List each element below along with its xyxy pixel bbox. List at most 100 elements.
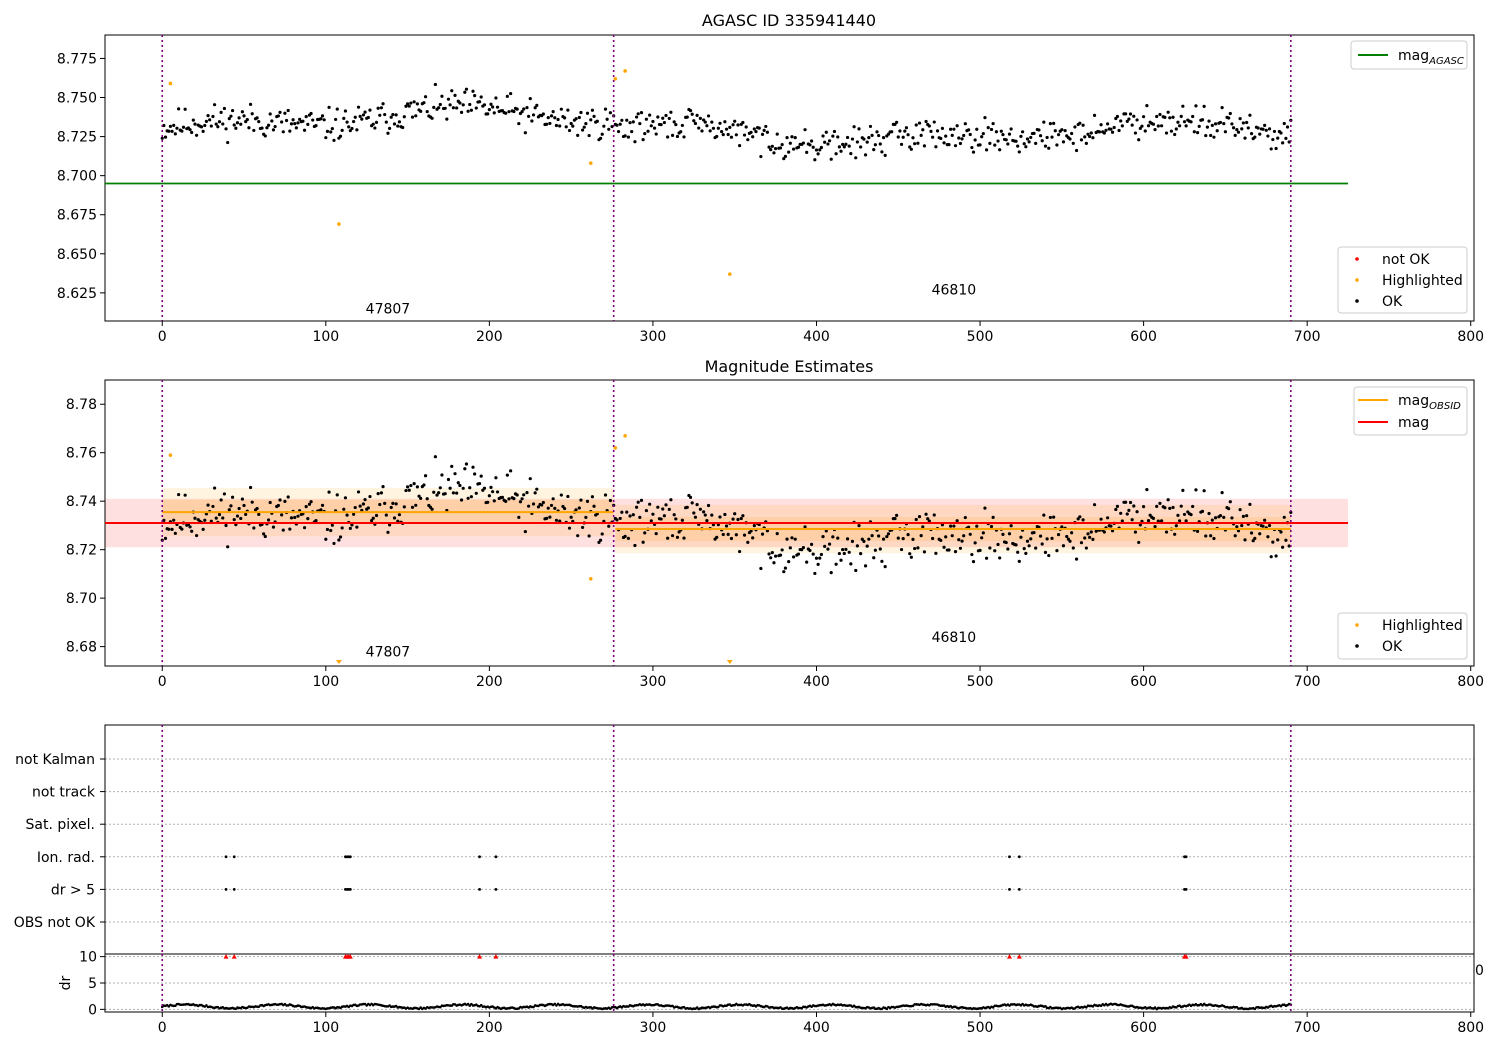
agasc-ok-point (726, 132, 730, 137)
estimates-ok-point (489, 485, 493, 489)
agasc-ok-point (1205, 125, 1209, 129)
estimates-ok-point (1179, 504, 1183, 508)
estimates-ok-point (278, 498, 282, 502)
estimates-ok-point (695, 503, 699, 507)
agasc-ok-point (674, 122, 678, 127)
estimates-ok-point (1114, 507, 1118, 512)
agasc-ok-point (311, 118, 315, 122)
estimates-ok-point (1202, 489, 1206, 493)
estimates-ok-point (669, 498, 673, 502)
agasc-ok-point (824, 130, 828, 134)
estimates-ok-point (1109, 524, 1113, 528)
estimates-ok-point (1138, 523, 1142, 527)
dr-point (466, 1002, 470, 1006)
agasc-ok-point (361, 113, 366, 117)
agasc-ytick-label: 8.625 (57, 286, 97, 302)
agasc-ok-point (466, 109, 470, 113)
agasc-ok-point (947, 143, 951, 147)
agasc-ok-point (358, 114, 362, 118)
estimates-ok-point (263, 534, 267, 539)
estimates-ok-point (736, 517, 740, 522)
agasc-ok-point (697, 126, 701, 130)
agasc-ok-point (330, 127, 334, 131)
dr-xtick-label: 700 (1294, 1020, 1321, 1036)
agasc-ok-point (1207, 119, 1211, 123)
estimates-highlighted-point (588, 576, 593, 581)
estimates-ok-point (276, 503, 280, 508)
agasc-ok-point (1263, 123, 1267, 127)
agasc-ok-point (942, 141, 946, 145)
estimates-ok-point (1142, 505, 1146, 509)
agasc-ok-point (811, 145, 815, 149)
estimates-ok-point (235, 514, 240, 518)
agasc-ok-point (235, 121, 240, 125)
agasc-ok-point (250, 112, 254, 116)
agasc-ok-point (356, 105, 361, 109)
estimates-ok-point (1176, 513, 1180, 517)
agasc-ok-point (1266, 134, 1270, 138)
agasc-ok-point (304, 115, 308, 119)
estimates-ok-point (819, 552, 823, 557)
agasc-ok-point (240, 110, 244, 114)
flag-point (494, 888, 498, 891)
estimates-ok-point (461, 486, 465, 490)
dr-clipped-marker (1006, 954, 1012, 959)
agasc-ok-point (598, 136, 603, 140)
estimates-ok-point (1019, 535, 1023, 539)
agasc-ok-point (1181, 104, 1185, 108)
estimates-ok-point (304, 505, 308, 509)
estimates-ok-point (878, 547, 882, 551)
agasc-ok-point (1019, 134, 1023, 139)
estimates-ok-point (963, 515, 967, 520)
agasc-ok-point (1099, 123, 1103, 127)
agasc-ok-point (901, 135, 905, 139)
agasc-ok-point (1104, 128, 1108, 132)
agasc-ok-point (767, 145, 771, 149)
estimates-ok-point (644, 508, 648, 513)
dr-xtick-label: 200 (476, 1020, 503, 1036)
estimates-ok-point (921, 525, 925, 529)
estimates-ok-point (643, 531, 647, 535)
agasc-ok-point (783, 154, 788, 158)
estimates-ok-point (540, 503, 544, 507)
estimates-ok-point (163, 536, 168, 540)
dr-axis-label: dr (58, 975, 74, 990)
estimates-ok-point (801, 545, 806, 550)
estimates-ok-point (1213, 516, 1218, 520)
agasc-highlighted-point (623, 69, 627, 73)
estimates-ok-point (492, 499, 496, 503)
estimates-ok-point (1274, 554, 1278, 558)
agasc-ok-point (770, 144, 774, 148)
estimates-ok-point (654, 531, 658, 536)
estimates-ok-point (998, 556, 1002, 560)
estimates-ok-point (872, 556, 876, 560)
agasc-ytick-label: 8.750 (57, 91, 97, 107)
agasc-ok-point (829, 157, 833, 161)
estimates-ok-point (432, 490, 436, 494)
agasc-ok-point (363, 110, 367, 114)
agasc-ok-point (1194, 104, 1198, 108)
estimates-ok-point (389, 505, 393, 510)
agasc-ok-point (724, 127, 729, 131)
agasc-ok-point (415, 102, 420, 106)
estimates-ok-point (224, 523, 228, 528)
estimates-ok-point (1119, 511, 1123, 515)
agasc-ok-point (509, 91, 513, 96)
agasc-ok-point (463, 90, 467, 94)
agasc-ok-point (1209, 133, 1213, 138)
agasc-ok-point (1264, 128, 1268, 132)
dr-xtick-label: 500 (967, 1020, 994, 1036)
estimates-ok-point (814, 556, 819, 560)
agasc-ok-point (818, 148, 822, 152)
agasc-ytick-label: 8.650 (57, 247, 97, 263)
agasc-ok-point (203, 123, 207, 128)
agasc-ok-point (890, 130, 894, 134)
estimates-ok-point (576, 534, 580, 538)
agasc-ok-point (368, 108, 372, 112)
agasc-ok-point (751, 135, 755, 139)
estimates-ok-point (862, 539, 866, 544)
agasc-ok-point (899, 142, 904, 146)
estimates-ok-point (1145, 487, 1149, 492)
estimates-ok-point (1070, 531, 1074, 535)
estimates-ok-point (177, 492, 181, 497)
